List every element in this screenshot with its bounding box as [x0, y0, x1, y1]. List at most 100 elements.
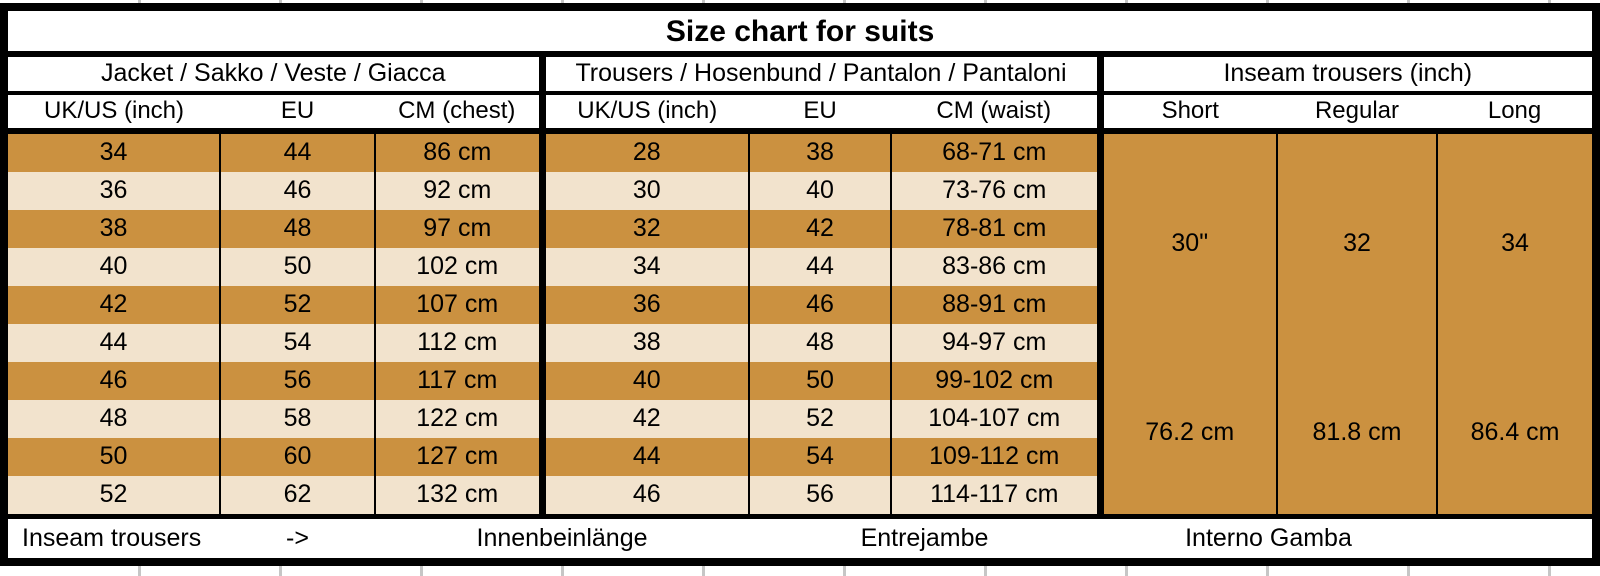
trousers-ukus-cell: 32 — [538, 210, 749, 248]
trousers-eu-header: EU — [749, 93, 891, 134]
jacket-ukus-cell: 36 — [8, 172, 220, 210]
trousers-eu-cell: 38 — [748, 131, 891, 172]
inseam-long-cm-value: 86.4 cm — [1470, 417, 1560, 446]
inseam-regular-cell: 32 81.8 cm — [1276, 131, 1437, 517]
jacket-ukus-cell: 40 — [8, 248, 220, 286]
trousers-cm-cell: 104-107 cm — [890, 400, 1100, 438]
inseam-regular-cm-value: 81.8 cm — [1312, 417, 1402, 446]
jacket-eu-cell: 46 — [219, 172, 375, 210]
jacket-cm-cell: 112 cm — [374, 324, 542, 362]
trousers-eu-cell: 44 — [748, 248, 891, 286]
page-title: Size chart for suits — [8, 11, 1593, 57]
inseam-short-inch-value: 30" — [1171, 228, 1209, 257]
trousers-ukus-cell: 28 — [538, 131, 749, 172]
table-row: 34 44 86 cm 28 38 68-71 cm 30" 76.2 cm 3… — [8, 131, 1593, 517]
table-row: 36 46 92 cm 30 40 73-76 cm — [8, 172, 1592, 210]
jacket-ukus-cell: 34 — [8, 131, 220, 172]
table-row: 42 52 107 cm 36 46 88-91 cm — [8, 286, 1592, 324]
trousers-cm-cell: 109-112 cm — [890, 438, 1100, 476]
table-row: 40 50 102 cm 34 44 83-86 cm — [8, 248, 1592, 286]
trousers-eu-cell: 52 — [748, 400, 891, 438]
trousers-ukus-cell: 30 — [538, 172, 749, 210]
jacket-cm-cell: 127 cm — [374, 438, 542, 476]
trousers-cm-cell: 114-117 cm — [890, 476, 1100, 517]
jacket-cm-cell: 132 cm — [374, 476, 542, 517]
jacket-ukus-header: UK/US (inch) — [8, 93, 220, 134]
trousers-eu-cell: 48 — [748, 324, 891, 362]
jacket-eu-cell: 56 — [219, 362, 375, 400]
jacket-ukus-cell: 52 — [8, 476, 220, 517]
jacket-ukus-cell: 38 — [8, 210, 220, 248]
trousers-cm-header: CM (waist) — [891, 93, 1100, 134]
trousers-cm-cell: 68-71 cm — [890, 131, 1100, 172]
table-row: 46 56 117 cm 40 50 99-102 cm — [8, 362, 1592, 400]
trousers-eu-cell: 46 — [748, 286, 891, 324]
jacket-cm-cell: 97 cm — [374, 210, 542, 248]
trousers-eu-cell: 54 — [748, 438, 891, 476]
jacket-ukus-cell: 48 — [8, 400, 220, 438]
footer-french-label: Entrejambe — [749, 514, 1100, 558]
jacket-eu-header: EU — [220, 93, 375, 134]
trousers-cm-cell: 88-91 cm — [890, 286, 1100, 324]
inseam-regular-header: Regular — [1277, 93, 1437, 134]
jacket-eu-cell: 54 — [219, 324, 375, 362]
jacket-cm-cell: 122 cm — [374, 400, 542, 438]
jacket-eu-cell: 48 — [219, 210, 375, 248]
trousers-cm-cell: 78-81 cm — [890, 210, 1100, 248]
size-chart-frame: Size chart for suits Jacket / Sakko / Ve… — [0, 3, 1600, 566]
trousers-ukus-cell: 40 — [538, 362, 749, 400]
trousers-eu-cell: 56 — [748, 476, 891, 517]
inseam-long-cell: 34 86.4 cm — [1435, 131, 1593, 517]
trousers-ukus-cell: 38 — [538, 324, 749, 362]
title-row: Size chart for suits — [8, 11, 1593, 57]
jacket-cm-cell: 117 cm — [374, 362, 542, 400]
jacket-cm-cell: 86 cm — [374, 131, 542, 172]
trousers-cm-cell: 94-97 cm — [890, 324, 1100, 362]
jacket-eu-cell: 50 — [219, 248, 375, 286]
trousers-ukus-header: UK/US (inch) — [538, 93, 749, 134]
trousers-ukus-cell: 34 — [538, 248, 749, 286]
jacket-eu-cell: 44 — [219, 131, 375, 172]
footer-empty-cell — [1437, 514, 1593, 558]
jacket-group-header: Jacket / Sakko / Veste / Giacca — [8, 54, 542, 95]
jacket-ukus-cell: 50 — [8, 438, 220, 476]
inseam-short-cm-value: 76.2 cm — [1145, 417, 1235, 446]
table-row: 38 48 97 cm 32 42 78-81 cm — [8, 210, 1592, 248]
table-row: 50 60 127 cm 44 54 109-112 cm — [8, 438, 1592, 476]
group-header-row: Jacket / Sakko / Veste / Giacca Trousers… — [8, 54, 1593, 95]
inseam-short-cell: 30" 76.2 cm — [1096, 131, 1277, 517]
footer-row: Inseam trousers -> Innenbeinlänge Entrej… — [8, 514, 1593, 558]
trousers-cm-cell: 99-102 cm — [890, 362, 1100, 400]
trousers-ukus-cell: 42 — [538, 400, 749, 438]
inseam-short-header: Short — [1096, 93, 1277, 134]
jacket-ukus-cell: 42 — [8, 286, 220, 324]
spreadsheet-grid-strip-top — [0, 0, 1600, 3]
footer-inseam-label: Inseam trousers — [8, 514, 220, 558]
trousers-eu-cell: 40 — [748, 172, 891, 210]
jacket-eu-cell: 52 — [219, 286, 375, 324]
size-chart-table: Size chart for suits Jacket / Sakko / Ve… — [8, 11, 1593, 558]
jacket-ukus-cell: 46 — [8, 362, 220, 400]
footer-italian-label: Interno Gamba — [1100, 514, 1437, 558]
trousers-group-header: Trousers / Hosenbund / Pantalon / Pantal… — [538, 54, 1100, 95]
table-row: 52 62 132 cm 46 56 114-117 cm — [8, 476, 1592, 517]
jacket-cm-cell: 92 cm — [374, 172, 542, 210]
trousers-cm-cell: 83-86 cm — [890, 248, 1100, 286]
jacket-eu-cell: 62 — [219, 476, 375, 517]
jacket-cm-cell: 102 cm — [374, 248, 542, 286]
trousers-eu-cell: 42 — [748, 210, 891, 248]
footer-german-label: Innenbeinlänge — [375, 514, 749, 558]
table-row: 48 58 122 cm 42 52 104-107 cm — [8, 400, 1592, 438]
trousers-ukus-cell: 36 — [538, 286, 749, 324]
jacket-cm-header: CM (chest) — [375, 93, 542, 134]
inseam-regular-inch-value: 32 — [1343, 228, 1371, 257]
footer-arrow: -> — [220, 514, 375, 558]
inseam-group-header: Inseam trousers (inch) — [1096, 54, 1593, 95]
table-row: 44 54 112 cm 38 48 94-97 cm — [8, 324, 1592, 362]
spreadsheet-grid-strip-bottom — [0, 566, 1600, 576]
jacket-cm-cell: 107 cm — [374, 286, 542, 324]
jacket-eu-cell: 60 — [219, 438, 375, 476]
inseam-long-inch-value: 34 — [1501, 228, 1529, 257]
jacket-eu-cell: 58 — [219, 400, 375, 438]
inseam-long-header: Long — [1437, 93, 1593, 134]
